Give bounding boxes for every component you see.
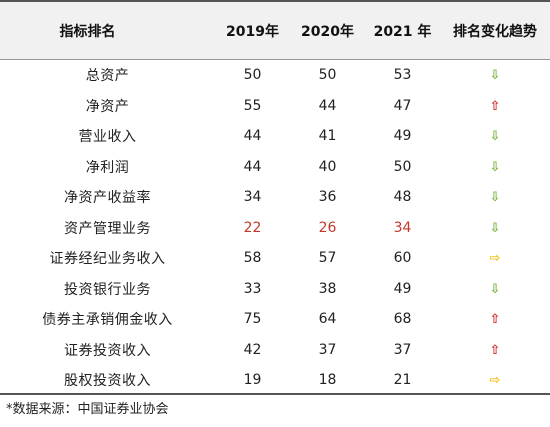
- table-row: 债券主承销佣金收入 75 64 68 ⇧: [0, 304, 550, 335]
- arrow-right-icon: ⇨: [489, 373, 501, 389]
- row-value-2019: 44: [243, 128, 262, 145]
- row-value-2021: 48: [393, 189, 412, 206]
- row-value-2019: 55: [243, 97, 262, 114]
- row-value-2020: 44: [318, 97, 337, 114]
- row-trend: ⇩: [440, 220, 550, 236]
- row-name: 债券主承销佣金收入: [42, 312, 173, 329]
- row-value-2021: 49: [393, 128, 412, 145]
- table-row: 证券投资收入 42 37 37 ⇧: [0, 335, 550, 366]
- row-value-2020: 41: [318, 128, 337, 145]
- table-row: 资产管理业务 22 26 34 ⇩: [0, 213, 550, 244]
- table-row: 净资产 55 44 47 ⇧: [0, 91, 550, 122]
- table-row: 净资产收益率 34 36 48 ⇩: [0, 182, 550, 213]
- row-value-2019: 34: [243, 189, 262, 206]
- row-value-2020: 18: [318, 372, 337, 389]
- row-trend: ⇩: [440, 159, 550, 175]
- arrow-down-icon: ⇩: [489, 281, 501, 297]
- row-value-2019: 75: [243, 311, 262, 328]
- row-value-2021: 37: [393, 341, 412, 358]
- arrow-up-icon: ⇧: [489, 342, 501, 358]
- row-name: 证券经纪业务收入: [49, 251, 166, 268]
- table-row: 证券经纪业务收入 58 57 60 ⇨: [0, 243, 550, 274]
- header-trend: 排名变化趋势: [453, 23, 537, 40]
- row-value-2019: 58: [243, 250, 262, 267]
- row-name: 股权投资收入: [64, 373, 151, 390]
- row-value-2021: 47: [393, 97, 412, 114]
- row-value-2020: 38: [318, 280, 337, 297]
- ranking-table: 指标排名 2019年 2020年 2021 年 排名变化趋势 总资产 50 50 53…: [0, 0, 550, 396]
- row-value-2021: 53: [393, 67, 412, 84]
- row-value-2020: 36: [318, 189, 337, 206]
- row-trend: ⇨: [440, 372, 550, 388]
- row-value-2021: 49: [393, 280, 412, 297]
- header-2021: 2021 年: [373, 23, 432, 40]
- row-name: 资产管理业务: [64, 220, 151, 237]
- table-row: 股权投资收入 19 18 21 ⇨: [0, 365, 550, 396]
- row-trend: ⇩: [440, 67, 550, 83]
- header-2020: 2020年: [301, 23, 354, 40]
- row-trend: ⇨: [440, 250, 550, 266]
- row-value-2020: 37: [318, 341, 337, 358]
- row-value-2020: 64: [318, 311, 337, 328]
- row-value-2021: 60: [393, 250, 412, 267]
- arrow-down-icon: ⇩: [489, 68, 501, 84]
- row-name: 投资银行业务: [64, 281, 151, 298]
- row-name: 净利润: [85, 159, 130, 176]
- row-trend: ⇩: [440, 189, 550, 205]
- row-value-2019: 42: [243, 341, 262, 358]
- header-2019: 2019年: [226, 23, 279, 40]
- row-trend: ⇧: [440, 311, 550, 327]
- arrow-up-icon: ⇧: [489, 312, 501, 328]
- table-row: 总资产 50 50 53 ⇩: [0, 60, 550, 91]
- arrow-right-icon: ⇨: [489, 251, 501, 267]
- source-note: *数据来源：中国证券业协会: [6, 402, 169, 417]
- row-trend: ⇩: [440, 128, 550, 144]
- row-value-2021: 34: [393, 219, 412, 236]
- arrow-down-icon: ⇩: [489, 220, 501, 236]
- row-name: 净资产: [85, 98, 130, 115]
- table-bottom-rule: [0, 393, 550, 395]
- row-value-2021: 68: [393, 311, 412, 328]
- row-name: 证券投资收入: [64, 342, 151, 359]
- row-value-2020: 57: [318, 250, 337, 267]
- table-row: 投资银行业务 33 38 49 ⇩: [0, 274, 550, 305]
- row-value-2019: 19: [243, 372, 262, 389]
- row-value-2020: 50: [318, 67, 337, 84]
- row-value-2020: 26: [318, 219, 337, 236]
- row-value-2021: 50: [393, 158, 412, 175]
- row-name: 总资产: [85, 68, 130, 85]
- arrow-down-icon: ⇩: [489, 159, 501, 175]
- row-trend: ⇧: [440, 342, 550, 358]
- table-body: 总资产 50 50 53 ⇩ 净资产 55 44 47 ⇧ 营业收入 44 41 49 ⇩ 净利润 44 40 50…: [0, 60, 550, 396]
- arrow-down-icon: ⇩: [489, 129, 501, 145]
- header-indicator: 指标排名: [59, 23, 116, 40]
- table-row: 营业收入 44 41 49 ⇩: [0, 121, 550, 152]
- row-value-2019: 22: [243, 219, 262, 236]
- row-name: 营业收入: [78, 129, 137, 146]
- row-value-2019: 44: [243, 158, 262, 175]
- row-value-2019: 33: [243, 280, 262, 297]
- table-row: 净利润 44 40 50 ⇩: [0, 152, 550, 183]
- row-value-2020: 40: [318, 158, 337, 175]
- row-name: 净资产收益率: [64, 190, 151, 207]
- table-header: 指标排名 2019年 2020年 2021 年 排名变化趋势: [0, 0, 550, 60]
- row-trend: ⇧: [440, 98, 550, 114]
- arrow-up-icon: ⇧: [489, 98, 501, 114]
- arrow-down-icon: ⇩: [489, 190, 501, 206]
- row-value-2019: 50: [243, 67, 262, 84]
- row-value-2021: 21: [393, 372, 412, 389]
- row-trend: ⇩: [440, 281, 550, 297]
